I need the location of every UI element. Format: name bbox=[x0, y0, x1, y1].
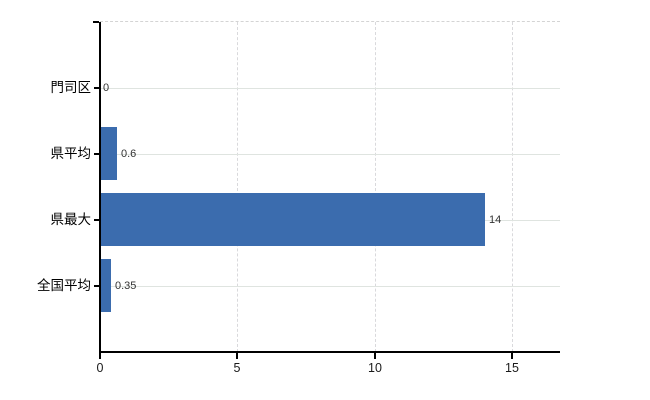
y-axis-line bbox=[99, 22, 101, 352]
gridline-horizontal bbox=[100, 154, 560, 155]
category-label: 全国平均 bbox=[37, 278, 91, 293]
y-axis-category-tick bbox=[94, 153, 100, 155]
bar-value-label: 0 bbox=[103, 82, 110, 94]
x-axis-tick bbox=[236, 353, 238, 359]
x-axis-tick bbox=[374, 353, 376, 359]
gridline-horizontal bbox=[100, 88, 560, 89]
bar-value-label: 14 bbox=[489, 214, 502, 226]
category-label: 県最大 bbox=[50, 212, 92, 227]
gridline-horizontal bbox=[100, 286, 560, 287]
category-label: 門司区 bbox=[50, 80, 92, 95]
gridline-vertical bbox=[237, 22, 238, 352]
y-axis-end-tick bbox=[93, 21, 99, 23]
x-tick-label: 0 bbox=[96, 361, 104, 375]
bar bbox=[101, 193, 485, 246]
y-axis-category-tick bbox=[94, 219, 100, 221]
y-axis-category-tick bbox=[94, 285, 100, 287]
bar-value-label: 0.6 bbox=[121, 148, 137, 160]
x-tick-label: 5 bbox=[233, 361, 241, 375]
x-axis-tick bbox=[511, 353, 513, 359]
category-label: 県平均 bbox=[50, 146, 92, 161]
x-tick-label: 10 bbox=[368, 361, 382, 375]
bar bbox=[101, 259, 111, 312]
gridline-vertical bbox=[512, 22, 513, 352]
y-axis-category-tick bbox=[94, 87, 100, 89]
x-axis-line bbox=[99, 351, 560, 353]
plot-top-border bbox=[100, 21, 560, 22]
x-axis-tick bbox=[99, 353, 101, 359]
bar-value-label: 0.35 bbox=[115, 280, 137, 292]
gridline-vertical bbox=[375, 22, 376, 352]
x-tick-label: 15 bbox=[505, 361, 519, 375]
bar bbox=[101, 127, 117, 180]
